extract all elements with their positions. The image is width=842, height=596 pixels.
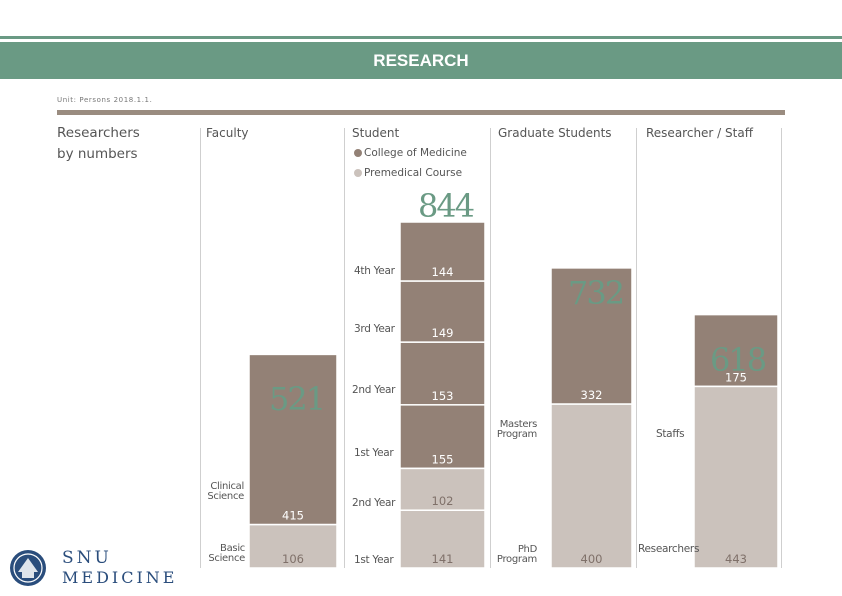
logo-text-medicine: MEDICINE [62, 568, 178, 587]
bar-segment [550, 403, 633, 569]
bar-segment [399, 221, 486, 282]
page-title: RESEARCH [373, 51, 469, 70]
column-header-student: Student [352, 126, 400, 140]
bar-value-label: 415 [282, 509, 304, 523]
bar-value-label: 106 [282, 552, 304, 566]
total-student: 844 [418, 187, 475, 225]
bar-value-label: 149 [432, 326, 454, 340]
label-masters-program: Masters Program [496, 419, 537, 440]
label-clinical-science: Clinical Science [207, 481, 244, 502]
bar-segment [693, 385, 779, 569]
column-header-faculty: Faculty [206, 126, 249, 140]
unit-note: Unit: Persons 2018.1.1. [57, 96, 153, 104]
label-phd-program: PhD Program [496, 544, 537, 565]
column-header-staff: Researcher / Staff [646, 126, 753, 140]
bar-segment [399, 467, 486, 511]
label-student-3rd-year: 3rd Year [354, 323, 395, 335]
column-divider [344, 128, 345, 568]
bar-segment [550, 267, 633, 405]
column-divider [781, 128, 782, 568]
bar-value-label: 153 [432, 389, 454, 403]
bar-value-label: 155 [432, 452, 454, 466]
bar-segment [693, 313, 779, 388]
column-divider [200, 128, 201, 568]
bar-value-label: 141 [432, 552, 454, 566]
bar-value-label: 400 [581, 552, 603, 566]
label-student-1st-year-college: 1st Year [354, 447, 394, 459]
bar-value-label: 332 [581, 388, 603, 402]
bar-segment [399, 404, 486, 470]
bar-segment [248, 353, 338, 526]
column-divider [636, 128, 637, 568]
section-title-line2: by numbers [57, 146, 138, 162]
legend-item-premedical: Premedical Course [354, 167, 462, 179]
total-faculty: 521 [269, 380, 326, 418]
section-title-line1: Researchers [57, 125, 140, 141]
column-header-graduate: Graduate Students [498, 126, 612, 140]
legend-item-college: College of Medicine [354, 147, 467, 159]
label-student-2nd-year-college: 2nd Year [352, 384, 396, 396]
bar-value-label: 175 [725, 370, 747, 384]
bar-segment [248, 523, 338, 569]
snu-emblem-icon [10, 550, 46, 586]
header-banner [0, 42, 842, 79]
label-student-1st-year-premed: 1st Year [354, 554, 394, 566]
legend-swatch-dark [354, 149, 362, 157]
label-staffs: Staffs [656, 428, 685, 440]
bar-value-label: 443 [725, 552, 747, 566]
bar-value-label: 102 [432, 494, 454, 508]
bar-segment [399, 509, 486, 569]
label-student-2nd-year-premed: 2nd Year [352, 497, 396, 509]
legend-label-college: College of Medicine [364, 147, 467, 159]
section-rule [57, 110, 785, 115]
total-staff: 618 [710, 341, 767, 379]
label-researchers: Researchers [638, 543, 700, 555]
legend-swatch-light [354, 169, 362, 177]
label-basic-science: Basic Science [208, 543, 245, 564]
total-graduate: 732 [568, 274, 625, 312]
logo-text-snu: SNU [62, 548, 112, 568]
bar-segment [399, 280, 486, 343]
column-divider [490, 128, 491, 568]
legend-label-premedical: Premedical Course [364, 167, 463, 179]
header-top-line [0, 36, 842, 39]
label-student-4th-year: 4th Year [354, 265, 395, 277]
section-title: Researchers by numbers [57, 123, 167, 165]
bar-value-label: 144 [432, 265, 454, 279]
